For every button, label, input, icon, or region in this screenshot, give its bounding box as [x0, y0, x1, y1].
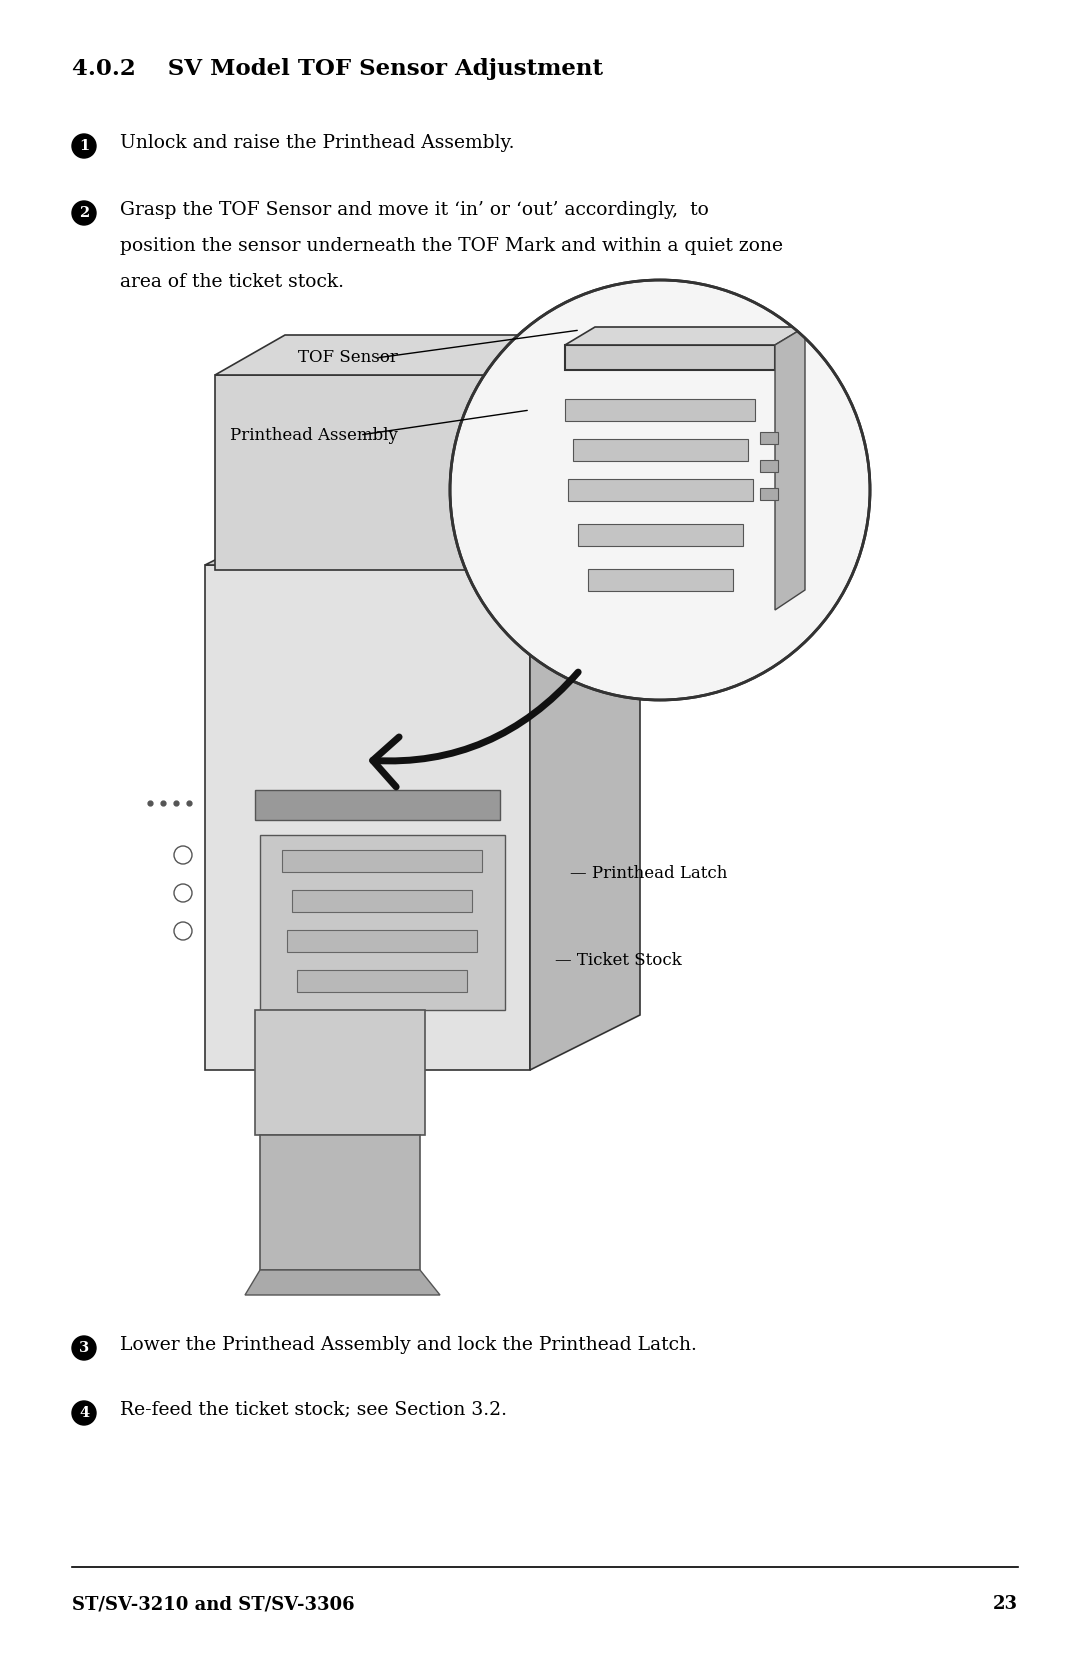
Text: ST/SV-3210 and ST/SV-3306: ST/SV-3210 and ST/SV-3306 — [72, 1596, 354, 1612]
Bar — [282, 850, 482, 871]
Polygon shape — [205, 511, 640, 566]
Bar — [287, 930, 477, 951]
Polygon shape — [215, 335, 590, 376]
Bar — [260, 1135, 420, 1270]
Text: — Ticket Stock: — Ticket Stock — [555, 951, 681, 968]
FancyArrowPatch shape — [373, 673, 578, 786]
Bar — [578, 524, 743, 546]
Text: area of the ticket stock.: area of the ticket stock. — [120, 274, 345, 290]
Polygon shape — [535, 853, 645, 920]
Text: 3: 3 — [79, 1340, 89, 1355]
Bar — [292, 890, 472, 911]
Bar — [565, 345, 775, 371]
Bar — [215, 376, 519, 571]
Polygon shape — [519, 335, 590, 571]
Circle shape — [72, 134, 96, 159]
Bar — [255, 1010, 426, 1135]
Text: Grasp the TOF Sensor and move it ‘in’ or ‘out’ accordingly,  to: Grasp the TOF Sensor and move it ‘in’ or… — [120, 200, 708, 219]
Text: — Printhead Latch: — Printhead Latch — [570, 865, 727, 881]
Text: Printhead Assembly: Printhead Assembly — [230, 427, 397, 444]
Circle shape — [72, 1335, 96, 1360]
Text: Lower the Printhead Assembly and lock the Printhead Latch.: Lower the Printhead Assembly and lock th… — [120, 1335, 697, 1354]
Text: 2: 2 — [79, 205, 90, 220]
Polygon shape — [775, 327, 805, 609]
Circle shape — [72, 1400, 96, 1425]
Bar — [297, 970, 467, 991]
Text: Re-feed the ticket stock; see Section 3.2.: Re-feed the ticket stock; see Section 3.… — [120, 1400, 507, 1419]
Polygon shape — [245, 1270, 440, 1295]
Text: position the sensor underneath the TOF Mark and within a quiet zone: position the sensor underneath the TOF M… — [120, 237, 783, 255]
Bar — [760, 461, 778, 472]
Text: 23: 23 — [993, 1596, 1018, 1612]
Bar — [568, 479, 753, 501]
Polygon shape — [565, 327, 805, 345]
Bar — [255, 789, 500, 819]
Text: Unlock and raise the Printhead Assembly.: Unlock and raise the Printhead Assembly. — [120, 134, 514, 152]
Circle shape — [72, 200, 96, 225]
Bar — [260, 834, 505, 1010]
Bar — [588, 569, 733, 591]
Circle shape — [174, 846, 192, 865]
Text: 1: 1 — [79, 139, 90, 154]
Text: 4.0.2    SV Model TOF Sensor Adjustment: 4.0.2 SV Model TOF Sensor Adjustment — [72, 58, 603, 80]
Bar — [565, 399, 755, 421]
Circle shape — [174, 921, 192, 940]
Bar — [205, 566, 530, 1070]
Bar — [760, 487, 778, 501]
Circle shape — [174, 885, 192, 901]
Bar — [573, 439, 748, 461]
Polygon shape — [530, 511, 640, 1070]
Circle shape — [450, 280, 870, 699]
Bar — [760, 432, 778, 444]
Text: 4: 4 — [79, 1405, 89, 1420]
Text: TOF Sensor: TOF Sensor — [298, 349, 397, 367]
